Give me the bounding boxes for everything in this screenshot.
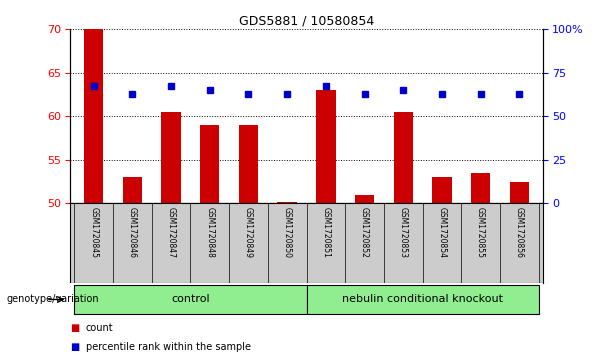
Bar — [239, 125, 258, 203]
Title: GDS5881 / 10580854: GDS5881 / 10580854 — [239, 15, 374, 28]
Text: GSM1720855: GSM1720855 — [476, 207, 485, 258]
Bar — [432, 177, 452, 203]
Bar — [394, 112, 413, 203]
Text: GSM1720851: GSM1720851 — [321, 207, 330, 258]
Bar — [509, 182, 529, 203]
Text: GSM1720854: GSM1720854 — [438, 207, 446, 258]
Text: percentile rank within the sample: percentile rank within the sample — [86, 342, 251, 352]
Bar — [84, 29, 104, 203]
Text: GSM1720856: GSM1720856 — [515, 207, 524, 258]
Text: GSM1720853: GSM1720853 — [398, 207, 408, 258]
FancyBboxPatch shape — [74, 285, 306, 314]
Text: genotype/variation: genotype/variation — [6, 294, 99, 305]
FancyBboxPatch shape — [306, 285, 539, 314]
Bar — [161, 112, 181, 203]
Text: count: count — [86, 323, 113, 333]
Text: GSM1720845: GSM1720845 — [89, 207, 98, 258]
Text: nebulin conditional knockout: nebulin conditional knockout — [342, 294, 503, 305]
Text: GSM1720846: GSM1720846 — [128, 207, 137, 258]
Bar — [471, 173, 490, 203]
Bar — [278, 201, 297, 203]
Text: ■: ■ — [70, 323, 80, 333]
Text: GSM1720848: GSM1720848 — [205, 207, 215, 258]
Bar — [316, 90, 335, 203]
Text: ■: ■ — [70, 342, 80, 352]
Text: GSM1720847: GSM1720847 — [167, 207, 175, 258]
Bar — [123, 177, 142, 203]
Text: GSM1720852: GSM1720852 — [360, 207, 369, 258]
Text: GSM1720850: GSM1720850 — [283, 207, 292, 258]
Bar — [355, 195, 374, 203]
Bar — [200, 125, 219, 203]
Text: control: control — [171, 294, 210, 305]
Text: GSM1720849: GSM1720849 — [244, 207, 253, 258]
